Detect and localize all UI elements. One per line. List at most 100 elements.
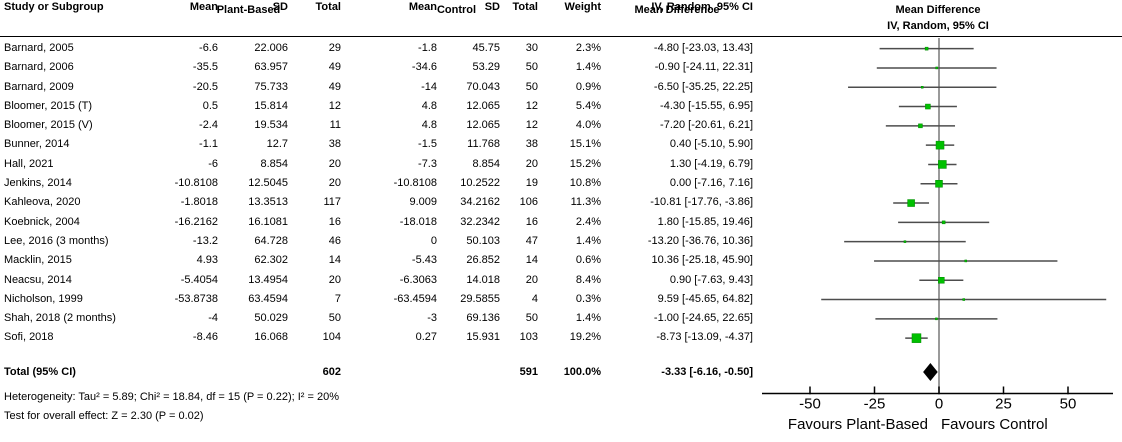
md-ci-cell: -0.90 [-24.11, 22.31] — [654, 61, 753, 74]
study-name-cell: Barnard, 2005 — [4, 42, 74, 54]
effect-square — [924, 46, 929, 51]
plant-sd-cell: 75.733 — [254, 80, 288, 93]
weight-cell: 5.4% — [575, 99, 601, 112]
plant-mean-cell: 4.93 — [196, 254, 218, 267]
plant-sd-cell: 63.957 — [254, 61, 288, 74]
control-sd-cell: 34.2162 — [460, 196, 500, 209]
col-header-control-mean: Mean — [408, 1, 437, 13]
study-row: Barnard, 2009 -20.5 75.733 49 -14 70.043 50 0.9… — [0, 78, 1122, 97]
weight-cell: 15.1% — [569, 138, 601, 151]
study-row: Nicholson, 1999 -53.8738 63.4594 7 -63.4594 2… — [0, 290, 1122, 309]
md-ci-cell: -4.30 [-15.55, 6.95] — [660, 99, 753, 112]
plant-total-cell: 20 — [328, 157, 341, 170]
control-mean-cell: 0.27 — [415, 331, 437, 344]
control-mean-cell: -1.5 — [418, 138, 437, 151]
control-sd-cell: 15.931 — [466, 331, 500, 344]
md-column-title: Mean Difference — [634, 4, 720, 16]
plant-sd-cell: 12.7 — [266, 138, 288, 151]
plant-total-cell: 20 — [328, 177, 341, 190]
study-row: Sofi, 2018 -8.46 16.068 104 0.27 15.931 103 19.… — [0, 328, 1122, 347]
effect-square — [903, 240, 907, 243]
effect-square — [907, 199, 915, 207]
effect-square — [935, 140, 945, 150]
control-sd-cell: 32.2342 — [460, 215, 500, 228]
total-diamond — [923, 363, 938, 381]
axis-tick-label: -25 — [864, 396, 886, 413]
control-sd-cell: 14.018 — [466, 273, 500, 286]
study-rows-container: Barnard, 2005 -6.6 22.006 29 -1.8 45.75 30 2.3%… — [0, 39, 1122, 348]
study-row: Jenkins, 2014 -10.8108 12.5045 20 -10.8108 10… — [0, 174, 1122, 193]
md-ci-cell: 9.59 [-45.65, 64.82] — [657, 292, 753, 305]
plant-mean-cell: -6.6 — [199, 42, 218, 54]
group-header-control: Control — [436, 4, 477, 16]
md-ci-cell: -1.00 [-24.65, 22.65] — [653, 312, 753, 325]
md-ci-cell: -13.20 [-36.76, 10.36] — [647, 234, 753, 247]
plant-sd-cell: 16.068 — [254, 331, 288, 344]
control-mean-cell: -63.4594 — [393, 292, 437, 305]
md-ci-cell: 10.36 [-25.18, 45.90] — [651, 254, 753, 267]
effect-square — [911, 333, 922, 343]
control-total-cell: 50 — [525, 61, 538, 74]
total-md-ci: -3.33 [-6.16, -0.50] — [661, 365, 753, 378]
control-sd-cell: 69.136 — [466, 312, 500, 325]
plant-total-cell: 14 — [328, 254, 341, 267]
plot-header-md: Mean Difference — [895, 4, 981, 16]
effect-square — [962, 298, 965, 301]
plant-total-cell: 16 — [328, 215, 341, 228]
effect-square — [941, 220, 946, 225]
study-name-cell: Sofi, 2018 — [4, 331, 54, 344]
md-ci-cell: 1.30 [-4.19, 6.79] — [669, 157, 753, 170]
study-name-cell: Koebnick, 2004 — [4, 215, 80, 228]
plant-total-cell: 38 — [328, 138, 341, 151]
control-mean-cell: 4.8 — [421, 99, 437, 112]
md-ci-cell: 0.90 [-7.63, 9.43] — [669, 273, 753, 286]
plant-mean-cell: -4 — [208, 312, 218, 325]
md-ci-cell: -10.81 [-17.76, -3.86] — [650, 196, 753, 209]
plant-mean-cell: -1.8018 — [180, 196, 218, 209]
plant-mean-cell: -6 — [208, 157, 218, 170]
col-header-study: Study or Subgroup — [4, 1, 104, 13]
study-name-cell: Bunner, 2014 — [4, 138, 70, 151]
plant-total-cell: 29 — [328, 42, 341, 54]
md-ci-cell: 1.80 [-15.85, 19.46] — [657, 215, 753, 228]
plant-sd-cell: 63.4594 — [248, 292, 288, 305]
study-name-cell: Bloomer, 2015 (T) — [4, 99, 93, 112]
axis-tick-label: 25 — [995, 396, 1012, 413]
control-total-cell: 50 — [525, 80, 538, 93]
control-total-cell: 20 — [525, 273, 538, 286]
plant-sd-cell: 19.534 — [254, 119, 288, 132]
plant-mean-cell: -53.8738 — [174, 292, 218, 305]
control-total-cell: 103 — [519, 331, 538, 344]
study-name-cell: Neacsu, 2014 — [4, 273, 72, 286]
effect-square — [964, 259, 967, 263]
plant-mean-cell: -1.1 — [199, 138, 218, 151]
plant-sd-cell: 8.854 — [260, 157, 288, 170]
study-row: Kahleova, 2020 -1.8018 13.3513 117 9.009 34.2… — [0, 193, 1122, 212]
control-sd-cell: 12.065 — [466, 119, 500, 132]
control-total-cell: 20 — [525, 157, 538, 170]
study-name-cell: Nicholson, 1999 — [4, 292, 83, 305]
plant-sd-cell: 12.5045 — [248, 177, 288, 190]
study-name-cell: Hall, 2021 — [4, 157, 54, 170]
control-total-cell: 50 — [525, 312, 538, 325]
control-sd-cell: 53.29 — [472, 61, 500, 74]
col-header-md-ci: IV, Random, 95% CI — [651, 1, 753, 13]
md-ci-cell: -4.80 [-23.03, 13.43] — [653, 42, 753, 54]
heterogeneity-stats: Heterogeneity: Tau² = 5.89; Chi² = 18.84… — [4, 391, 339, 403]
weight-cell: 2.4% — [575, 215, 601, 228]
study-name-cell: Bloomer, 2015 (V) — [4, 119, 93, 132]
plant-sd-cell: 62.302 — [254, 254, 288, 267]
control-sd-cell: 10.2522 — [460, 177, 500, 190]
col-header-control-total: Total — [512, 1, 538, 13]
md-ci-cell: 0.40 [-5.10, 5.90] — [669, 138, 753, 151]
plant-total-cell: 104 — [322, 331, 341, 344]
plant-sd-cell: 16.1081 — [248, 215, 288, 228]
control-total-cell: 12 — [525, 99, 538, 112]
plant-sd-cell: 15.814 — [254, 99, 288, 112]
plant-mean-cell: -35.5 — [192, 61, 218, 74]
effect-square — [935, 66, 938, 70]
plant-total-cell: 49 — [328, 61, 341, 74]
plant-sd-cell: 64.728 — [254, 234, 288, 247]
control-total-cell: 38 — [525, 138, 538, 151]
